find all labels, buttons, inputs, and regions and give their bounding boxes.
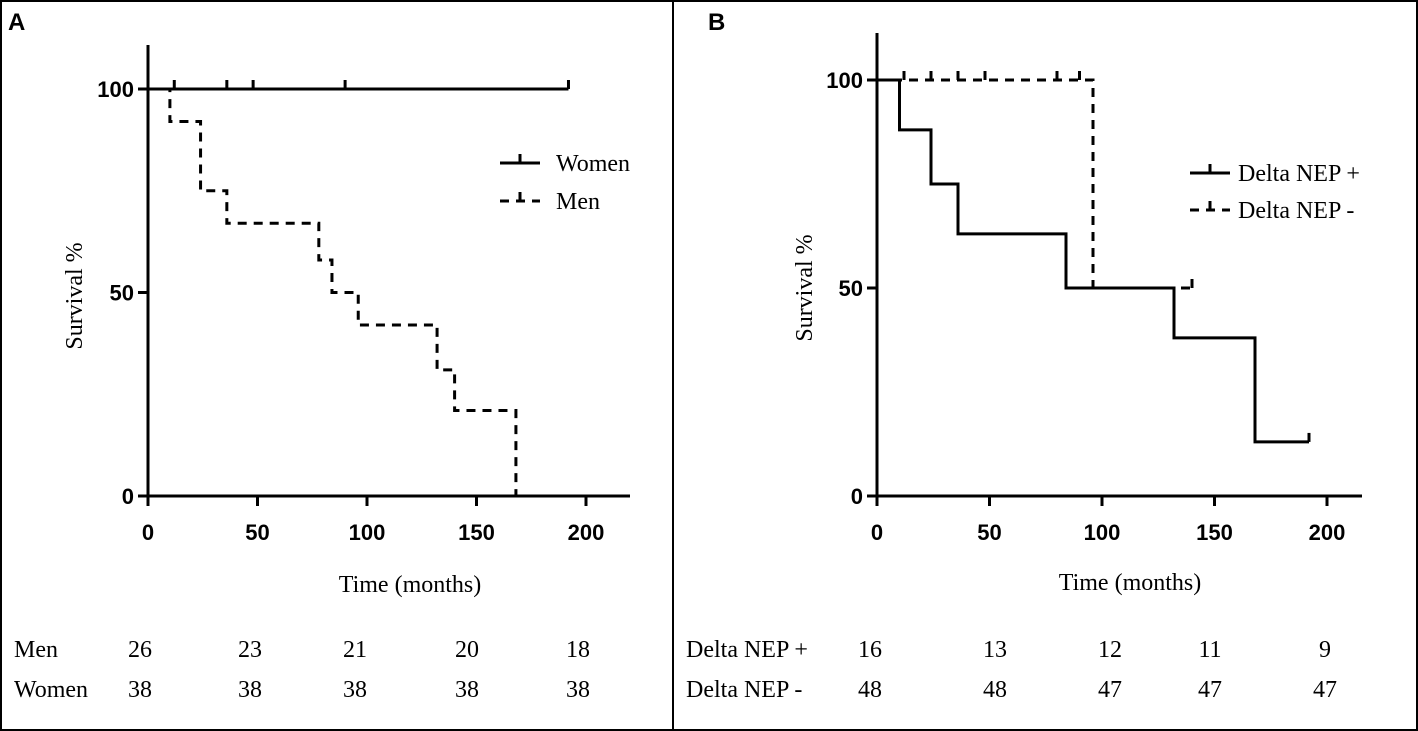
panel-a-risk-value: 38 (455, 677, 479, 703)
panel-a-y-axis-label: Survival % (62, 242, 88, 349)
panel-a-y-tick-label: 50 (110, 281, 134, 306)
panel-b-legend-label-1: Delta NEP + (1238, 161, 1360, 187)
panel-a-risk-value: 23 (238, 637, 262, 663)
panel-a-risk-value: 26 (128, 637, 152, 663)
panel-a-x-tick-label: 200 (568, 520, 605, 545)
panel-a-risk-row-label: Women (14, 677, 88, 703)
panel-b-risk-row-label: Delta NEP - (686, 677, 802, 703)
panel-b: B 0 50 100 150 200 0 50 100 Delta NEP + Delta NEP… (686, 9, 1362, 703)
panel-a-risk-value: 38 (128, 677, 152, 703)
panel-b-y-axis-label: Survival % (792, 234, 818, 341)
panel-a-risk-value: 21 (343, 637, 367, 663)
panel-b-y-tick-label: 50 (839, 276, 863, 301)
panel-a-x-tick-label: 150 (458, 520, 495, 545)
panel-a-risk-row-label: Men (14, 637, 58, 663)
panel-a-legend-label-1: Women (556, 151, 630, 177)
panel-a-risk-value: 38 (343, 677, 367, 703)
panel-a: A 0 50 100 150 200 0 50 100 Women Men Men 26 23 21 20 1… (8, 9, 630, 703)
panel-b-risk-value: 11 (1198, 637, 1221, 663)
panel-a-marks: 0 50 100 150 200 0 50 100 Women Men Men 26 23 21 20 18 W… (14, 45, 630, 703)
panel-b-x-tick-label: 50 (977, 520, 1001, 545)
panel-b-letter: B (708, 9, 725, 36)
panel-a-series-2-curve (148, 87, 518, 496)
panel-a-risk-value: 20 (455, 637, 479, 663)
panel-b-risk-value: 13 (983, 637, 1007, 663)
panel-b-y-tick-label: 100 (826, 68, 863, 93)
panel-a-x-tick-label: 100 (349, 520, 386, 545)
panel-a-legend-label-2: Men (556, 189, 600, 215)
panel-a-y-tick-label: 0 (122, 484, 134, 509)
panel-b-risk-value: 48 (858, 677, 882, 703)
panel-b-risk-value: 47 (1098, 677, 1122, 703)
panel-b-risk-value: 16 (858, 637, 882, 663)
panel-a-risk-value: 38 (566, 677, 590, 703)
panel-a-x-tick-label: 50 (245, 520, 269, 545)
panel-b-x-tick-label: 200 (1309, 520, 1346, 545)
panel-a-x-tick-label: 0 (142, 520, 154, 545)
panel-a-x-axis-label: Time (months) (339, 572, 481, 598)
panel-b-risk-value: 9 (1319, 637, 1331, 663)
panel-b-risk-value: 47 (1313, 677, 1337, 703)
panel-a-y-tick-label: 100 (97, 77, 134, 102)
panel-b-marks: 0 50 100 150 200 0 50 100 Delta NEP + Delta NEP -… (686, 33, 1362, 703)
panel-b-x-tick-label: 0 (871, 520, 883, 545)
panel-b-series-2-curve (877, 78, 1192, 290)
panel-b-risk-value: 47 (1198, 677, 1222, 703)
panel-b-x-axis-label: Time (months) (1059, 570, 1201, 596)
panel-b-y-tick-label: 0 (851, 484, 863, 509)
panel-b-risk-value: 12 (1098, 637, 1122, 663)
panel-a-risk-value: 18 (566, 637, 590, 663)
panel-a-letter: A (8, 9, 25, 36)
panel-b-series-1-curve (877, 78, 1309, 444)
panel-a-risk-value: 38 (238, 677, 262, 703)
panel-b-legend-label-2: Delta NEP - (1238, 198, 1354, 224)
panel-b-risk-row-label: Delta NEP + (686, 637, 808, 663)
panel-b-x-tick-label: 100 (1084, 520, 1121, 545)
panel-b-x-tick-label: 150 (1196, 520, 1233, 545)
panel-b-risk-value: 48 (983, 677, 1007, 703)
